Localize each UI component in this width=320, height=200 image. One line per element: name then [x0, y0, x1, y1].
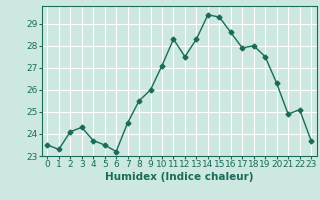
X-axis label: Humidex (Indice chaleur): Humidex (Indice chaleur) [105, 172, 253, 182]
